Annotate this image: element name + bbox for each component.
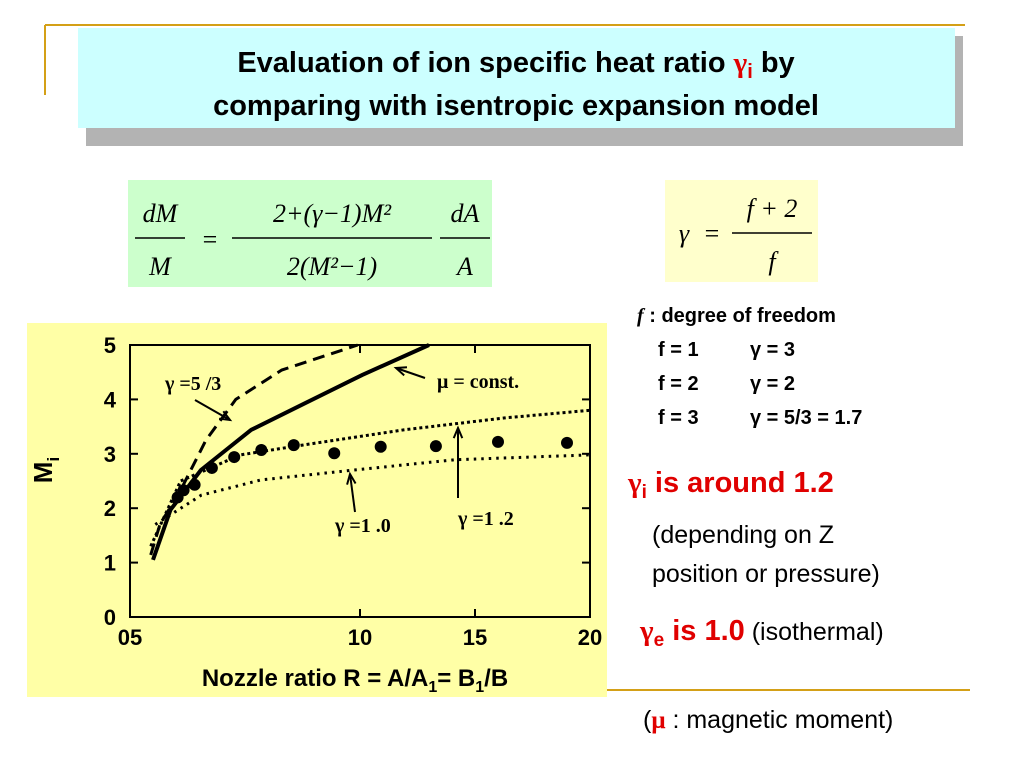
x-tick-label: 20 [578,625,602,650]
f-value: f = 2 [658,373,699,395]
equation: γ = f + 2 f [679,194,812,276]
eq-text: dM [143,199,179,228]
eq-text: M [148,252,172,281]
mu: μ [651,707,665,734]
y-tick-label: 1 [104,551,116,576]
eq-text: 2(M²−1) [287,252,377,281]
text: = B [437,665,475,692]
curve [151,343,430,561]
gamma-value: γ = 3 [750,339,795,361]
data-point [287,439,300,452]
curve-annotation: γ =1 .0 [334,515,391,537]
arrow-head [346,471,357,485]
gamma-e: γe is 1.0 (isothermal) [639,615,884,651]
arrow-head [393,366,408,377]
data-point [374,440,387,453]
data-point [188,478,201,491]
x-axis-label: Nozzle ratio R = A/A1= B1/B [202,665,508,696]
note: position or pressure) [652,560,880,588]
note: (depending on Z [652,521,834,549]
equation: dM M = 2+(γ−1)M² 2(M²−1) dA A [135,199,490,281]
curve-annotation: μ = const. [437,371,519,393]
arrow-head [452,425,464,439]
eq-text: A [455,252,473,281]
x-tick-label: 15 [463,625,487,650]
arrow [349,473,356,513]
data-point [177,484,190,497]
arrow [395,367,426,379]
sub: 1 [475,679,484,696]
title-text: Evaluation of ion specific heat ratio [237,47,733,79]
title-box [78,28,955,128]
y-axis-label: Mi [28,457,63,483]
text: Nozzle ratio R = A/A [202,665,428,692]
curve [149,343,359,556]
arrow [194,399,231,421]
data-point [561,436,573,449]
sub: i [642,482,647,503]
curve-annotation: γ =1 .2 [457,508,514,530]
eq-text: γ [679,219,690,248]
sub: i [44,457,63,462]
sub: 1 [428,679,437,696]
mu-note: (μ : magnetic moment) [643,706,893,734]
gamma-value: γ = 5/3 = 1.7 [750,407,862,429]
f-value: f = 1 [658,339,699,361]
curve [154,453,591,526]
title-text: by [753,47,795,79]
freedom-label: f : degree of freedom [637,305,836,327]
data-point [328,447,341,460]
text: : magnetic moment) [666,706,894,734]
title: comparing with isentropic expansion mode… [213,90,819,122]
text: ( [643,706,652,734]
title: Evaluation of ion specific heat ratio γi… [237,47,794,83]
arrow-head [218,410,233,422]
x-tick-label: 10 [348,625,372,650]
curve-annotation: γ =5 /3 [164,373,221,395]
y-tick-label: 3 [104,442,116,467]
eq-text: = [203,225,218,254]
eq-text: = [705,219,720,248]
title-sub: i [747,61,753,83]
x-tick-label: 05 [118,625,142,650]
data-point [205,461,218,474]
f-symbol: f [637,305,646,327]
y-tick-label: 4 [104,387,117,412]
gamma-value: γ = 2 [750,373,795,395]
equation-box [128,180,492,287]
eq-text: f [768,247,779,276]
equation-box [665,180,818,282]
y-tick-label: 5 [104,333,116,358]
text: is 1.0 [664,615,745,647]
eq-text: dA [451,199,480,228]
data-point [255,443,268,456]
eq-text: 2+(γ−1)M² [273,199,392,228]
gamma: γ [639,615,654,647]
freedom-rows: f = 1 γ = 3 f = 2 γ = 2 f = 3 γ = 5/3 = … [658,339,862,429]
chart-background [27,323,607,697]
data-point [429,440,442,453]
text: M [28,462,58,484]
data-point [228,451,241,464]
text: /B [484,665,508,692]
title-gamma: γ [733,47,748,79]
text: is around 1.2 [647,467,834,499]
gamma-i: γi is around 1.2 [627,467,834,503]
gamma: γ [627,467,642,499]
freedom-text: : degree of freedom [644,305,836,327]
eq-text: f + 2 [747,194,798,223]
text: (isothermal) [745,618,884,646]
data-point [492,435,504,448]
y-tick-label: 2 [104,496,116,521]
curve [149,408,591,547]
y-tick-label: 0 [104,605,116,630]
sub: e [654,630,665,651]
f-value: f = 3 [658,407,699,429]
